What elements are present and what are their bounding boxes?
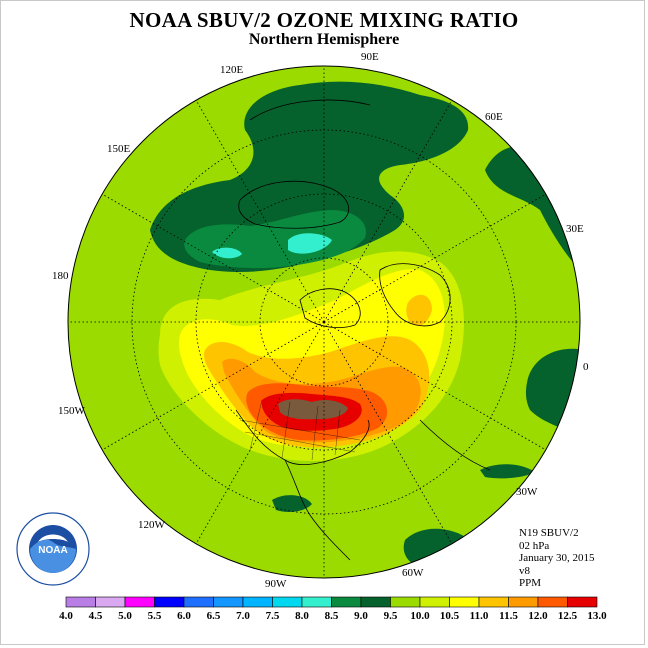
lon-label-30e: 30E <box>566 223 584 235</box>
colorbar-label: 5.0 <box>118 610 132 622</box>
colorbar-label: 8.5 <box>325 610 339 622</box>
colorbar-label: 7.5 <box>266 610 280 622</box>
contour-9-0-southeast <box>403 528 470 571</box>
lon-label-120w: 120W <box>138 519 166 531</box>
colorbar-label: 9.5 <box>384 610 398 622</box>
map-title: NOAA SBUV/2 OZONE MIXING RATIO <box>129 8 519 32</box>
lon-label-120e: 120E <box>220 64 244 76</box>
colorbar-swatch <box>65 596 96 608</box>
colorbar-swatch <box>390 596 421 608</box>
colorbar-swatch <box>478 596 509 608</box>
lon-label-90e: 90E <box>361 51 379 63</box>
colorbar-labels: 4.0 4.5 5.0 5.5 6.0 6.5 7.0 7.5 8.0 8.5 9.0 9.5 10.0… <box>59 610 607 622</box>
colorbar: 4.0 4.5 5.0 5.5 6.0 6.5 7.0 7.5 8.0 8.5 9.0 9.5 10.0… <box>59 596 607 622</box>
colorbar-label: 13.0 <box>587 610 607 622</box>
colorbar-swatch <box>272 596 303 608</box>
info-date: January 30, 2015 <box>519 552 595 564</box>
colorbar-label: 9.0 <box>354 610 368 622</box>
colorbar-swatch <box>449 596 480 608</box>
colorbar-label: 10.5 <box>440 610 460 622</box>
info-version: v8 <box>519 564 530 577</box>
lon-label-180: 180 <box>52 270 69 282</box>
colorbar-label: 8.0 <box>295 610 309 622</box>
colorbar-label: 6.0 <box>177 610 191 622</box>
colorbar-swatch <box>183 596 214 608</box>
info-satellite: N19 SBUV/2 <box>519 527 579 539</box>
graticule <box>68 66 580 578</box>
colorbar-label: 10.0 <box>410 610 430 622</box>
colorbar-swatch <box>154 596 185 608</box>
colorbar-swatch <box>508 596 539 608</box>
colorbar-label: 4.5 <box>89 610 103 622</box>
colorbar-label: 7.0 <box>236 610 250 622</box>
info-units: PPM <box>519 577 542 589</box>
lon-label-150w: 150W <box>58 405 86 417</box>
map-subtitle: Northern Hemisphere <box>248 31 400 48</box>
lon-label-30w: 30W <box>516 486 538 498</box>
colorbar-label: 4.0 <box>59 610 73 622</box>
product-info: N19 SBUV/2 02 hPa January 30, 2015 v8 PP… <box>519 527 594 590</box>
colorbar-swatch <box>567 596 598 608</box>
colorbar-swatch <box>419 596 450 608</box>
lon-label-150e: 150E <box>107 143 131 155</box>
colorbar-swatch <box>242 596 273 608</box>
colorbar-swatch <box>301 596 332 608</box>
contour-7-5-b <box>288 233 332 254</box>
lon-label-60e: 60E <box>485 111 503 123</box>
colorbar-label: 6.5 <box>207 610 221 622</box>
colorbar-swatch <box>360 596 391 608</box>
info-pressure: 02 hPa <box>519 539 550 552</box>
noaa-logo: NOAA <box>16 512 90 586</box>
colorbar-label: 12.0 <box>528 610 548 622</box>
colorbar-label: 11.5 <box>499 610 518 622</box>
lon-label-90w: 90W <box>265 578 287 590</box>
colorbar-swatch <box>331 596 362 608</box>
us-state-grid <box>239 399 361 461</box>
colorbar-label: 5.5 <box>148 610 162 622</box>
lon-label-60w: 60W <box>402 567 424 579</box>
colorbar-swatch <box>95 596 126 608</box>
colorbar-swatch <box>124 596 155 608</box>
contour-9-0-south <box>480 464 535 479</box>
colorbar-swatches <box>65 596 598 608</box>
coastlines <box>235 99 491 561</box>
contour-13-0 <box>278 399 348 420</box>
colorbar-swatch <box>537 596 568 608</box>
contour-7-5-a <box>212 247 242 259</box>
colorbar-swatch <box>213 596 244 608</box>
colorbar-label: 11.0 <box>470 610 489 622</box>
contour-11-0-north <box>406 294 432 326</box>
map-boundary <box>67 65 581 579</box>
contour-9-0-asia <box>150 81 469 273</box>
logo-text: NOAA <box>38 545 67 556</box>
colorbar-label: 12.5 <box>558 610 578 622</box>
lon-label-0: 0 <box>583 361 589 373</box>
